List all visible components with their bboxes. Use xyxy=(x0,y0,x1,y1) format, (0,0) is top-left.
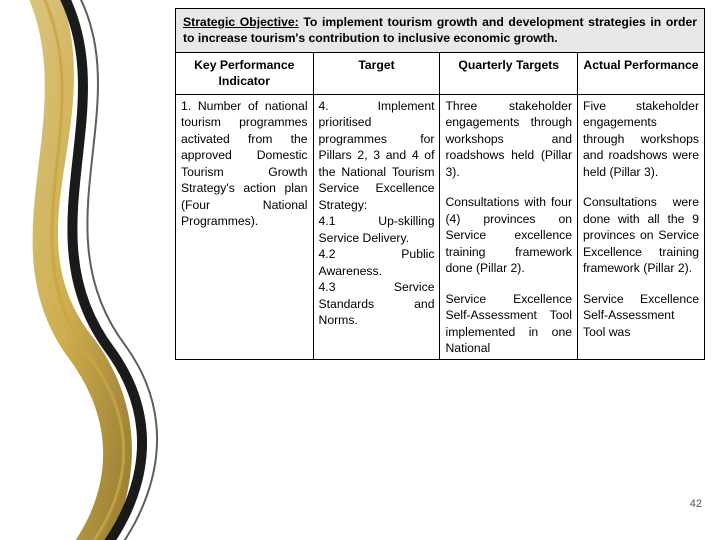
cell-quarterly-targets: Three stakeholder engagements through wo… xyxy=(440,94,578,360)
objective-row: Strategic Objective: To implement touris… xyxy=(176,9,705,53)
qt-block-2: Consultations with four (4) provinces on… xyxy=(445,194,572,276)
objective-label: Strategic Objective: xyxy=(183,15,299,29)
performance-table: Strategic Objective: To implement touris… xyxy=(175,8,705,360)
content-table-wrap: Strategic Objective: To implement touris… xyxy=(175,8,705,360)
cell-actual-performance: Five stakeholder engagements through wor… xyxy=(578,94,705,360)
qt-block-3: Service Excellence Self-Assessment Tool … xyxy=(445,291,572,357)
data-row: 1. Number of national tourism programmes… xyxy=(176,94,705,360)
ap-block-2: Consultations were done with all the 9 p… xyxy=(583,194,699,276)
ap-block-1: Five stakeholder engagements through wor… xyxy=(583,98,699,180)
header-target: Target xyxy=(313,52,440,94)
background-swirl xyxy=(0,0,180,540)
cell-target: 4. Implement prioritised programmes for … xyxy=(313,94,440,360)
ap-block-3: Service Excellence Self-Assessment Tool … xyxy=(583,291,699,340)
header-kpi: Key Performance Indicator xyxy=(176,52,314,94)
page-number: 42 xyxy=(690,498,702,510)
header-row: Key Performance Indicator Target Quarter… xyxy=(176,52,705,94)
header-actual-performance: Actual Performance xyxy=(578,52,705,94)
cell-kpi: 1. Number of national tourism programmes… xyxy=(176,94,314,360)
header-quarterly-targets: Quarterly Targets xyxy=(440,52,578,94)
qt-block-1: Three stakeholder engagements through wo… xyxy=(445,98,572,180)
strategic-objective-cell: Strategic Objective: To implement touris… xyxy=(176,9,705,53)
